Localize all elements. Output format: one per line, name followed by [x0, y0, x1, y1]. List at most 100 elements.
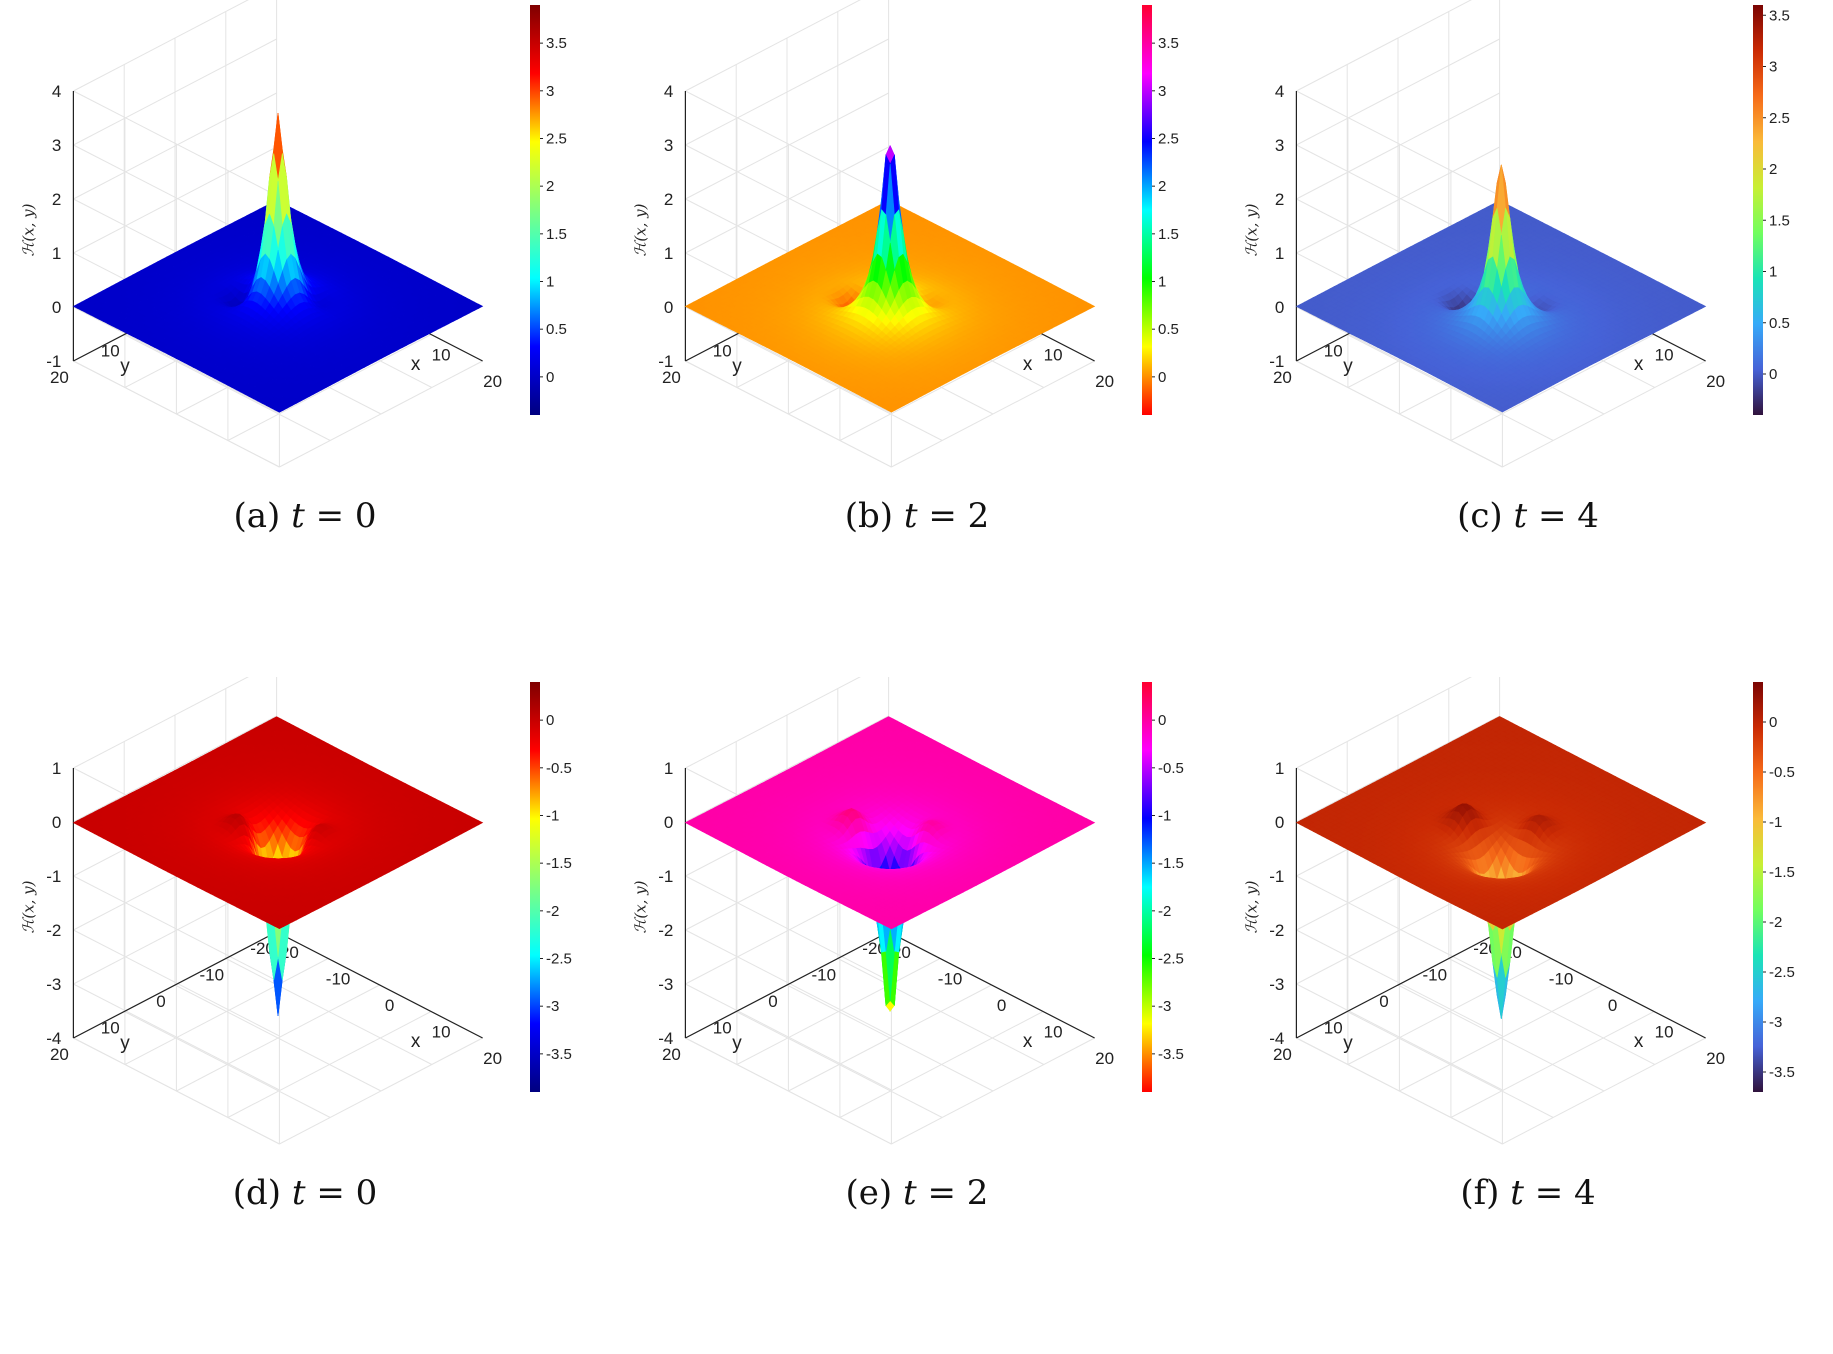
x-tick-label: 0: [997, 996, 1006, 1015]
colorbar-tick-label: -2.5: [1769, 964, 1795, 981]
z-tick-label: -1: [46, 867, 61, 886]
z-tick-label: -4: [658, 1029, 673, 1048]
caption-variable: t: [291, 496, 305, 536]
caption-value: = 2: [917, 496, 990, 536]
colorbar-tick-label: 3.5: [1769, 7, 1790, 24]
caption-value: = 2: [916, 1173, 989, 1213]
z-axis-label: ℋ(x, y): [631, 880, 649, 933]
colorbar: [1142, 682, 1152, 1092]
z-tick-label: 2: [1275, 190, 1284, 209]
colorbar-tick-label: -3.5: [1158, 1046, 1184, 1063]
x-tick-label: 20: [483, 372, 502, 391]
caption-label: (c): [1457, 496, 1514, 536]
z-tick-label: -1: [658, 867, 673, 886]
caption-value: = 0: [305, 1173, 378, 1213]
surface-mesh: [684, 144, 1096, 413]
colorbar-tick-label: -1: [1158, 807, 1171, 824]
caption-label: (e): [845, 1173, 904, 1213]
x-axis-label: x: [1023, 1031, 1033, 1052]
z-tick-label: 2: [664, 190, 673, 209]
colorbar-tick-label: 0.5: [1158, 321, 1179, 338]
x-tick-label: 20: [1095, 1049, 1114, 1068]
panel-caption: (e) t = 2: [612, 1173, 1222, 1213]
colorbar-tick-label: -3: [1769, 1014, 1782, 1031]
colorbar-tick-label: 2: [546, 178, 554, 195]
z-tick-label: -2: [1269, 921, 1284, 940]
colorbar-tick-label: 3.5: [1158, 35, 1179, 52]
z-tick-label: -1: [46, 352, 61, 371]
z-tick-label: 0: [1275, 298, 1284, 317]
colorbar-tick-label: -2.5: [1158, 951, 1184, 968]
z-tick-label: -1: [1269, 867, 1284, 886]
x-tick-label: 20: [1706, 1049, 1725, 1068]
colorbar: [1753, 5, 1763, 415]
colorbar-tick-label: 0: [546, 369, 554, 386]
x-tick-label: 10: [1044, 346, 1063, 365]
x-tick-label: -10: [938, 970, 963, 989]
z-tick-label: 0: [1275, 813, 1284, 832]
z-axis-label: ℋ(x, y): [1242, 880, 1260, 933]
colorbar-tick-label: 0.5: [546, 321, 567, 338]
caption-label: (b): [844, 496, 904, 536]
colorbar-tick-label: 1.5: [546, 226, 567, 243]
x-tick-label: 10: [1655, 346, 1674, 365]
y-tick-label: -10: [1423, 966, 1448, 985]
panel-caption: (f) t = 4: [1223, 1173, 1833, 1213]
y-tick-label: 20: [50, 1045, 69, 1064]
z-axis-label: ℋ(x, y): [631, 203, 649, 256]
y-tick-label: 20: [662, 1045, 681, 1064]
z-tick-label: -3: [1269, 975, 1284, 994]
x-axis-label: x: [411, 1031, 421, 1052]
z-tick-label: 1: [1275, 759, 1284, 778]
z-tick-label: -4: [46, 1029, 61, 1048]
colorbar-tick-label: -3: [546, 998, 559, 1015]
colorbar-tick-label: -3: [1158, 998, 1171, 1015]
colorbar-tick-label: -1.5: [1158, 855, 1184, 872]
x-tick-label: 20: [1706, 372, 1725, 391]
surface-mesh: [72, 716, 484, 1016]
colorbar-tick-label: 2.5: [1769, 110, 1790, 127]
x-tick-label: -10: [1549, 970, 1574, 989]
y-tick-label: 10: [713, 342, 732, 361]
x-tick-label: 0: [385, 996, 394, 1015]
y-tick-label: 10: [101, 342, 120, 361]
colorbar-tick-label: -1: [546, 807, 559, 824]
colorbar-tick-label: 1.5: [1769, 212, 1790, 229]
colorbar-tick-label: 0: [1158, 712, 1166, 729]
colorbar-tick-label: -1: [1769, 814, 1782, 831]
caption-variable: t: [1513, 496, 1528, 536]
y-tick-label: -10: [812, 966, 837, 985]
surface-mesh: [1295, 716, 1707, 1019]
colorbar-tick-label: -0.5: [1769, 764, 1795, 781]
x-tick-label: 10: [432, 1023, 451, 1042]
y-tick-label: 20: [1273, 368, 1292, 387]
z-tick-label: 1: [52, 759, 61, 778]
caption-value: = 4: [1523, 1173, 1596, 1213]
x-tick-label: 10: [1044, 1023, 1063, 1042]
panel-caption: (b) t = 2: [612, 496, 1222, 536]
y-tick-label: 20: [50, 368, 69, 387]
y-tick-label: 0: [156, 992, 165, 1011]
colorbar-tick-label: -2: [1769, 914, 1782, 931]
colorbar: [1142, 5, 1152, 415]
y-axis-label: y: [120, 1033, 130, 1054]
colorbar-tick-label: 2.5: [546, 130, 567, 147]
caption-value: = 0: [304, 496, 377, 536]
z-tick-label: 0: [52, 298, 61, 317]
z-tick-label: -1: [1269, 352, 1284, 371]
colorbar-tick-label: 1.5: [1158, 226, 1179, 243]
colorbar-tick-label: 3: [546, 83, 554, 100]
colorbar-tick-label: -0.5: [1158, 760, 1184, 777]
colorbar-tick-label: 0.5: [1769, 315, 1790, 332]
z-tick-label: 2: [52, 190, 61, 209]
colorbar: [530, 682, 540, 1092]
colorbar-tick-label: 3: [1769, 59, 1777, 76]
colorbar-tick-label: -3.5: [1769, 1064, 1795, 1081]
colorbar-tick-label: 2: [1158, 178, 1166, 195]
